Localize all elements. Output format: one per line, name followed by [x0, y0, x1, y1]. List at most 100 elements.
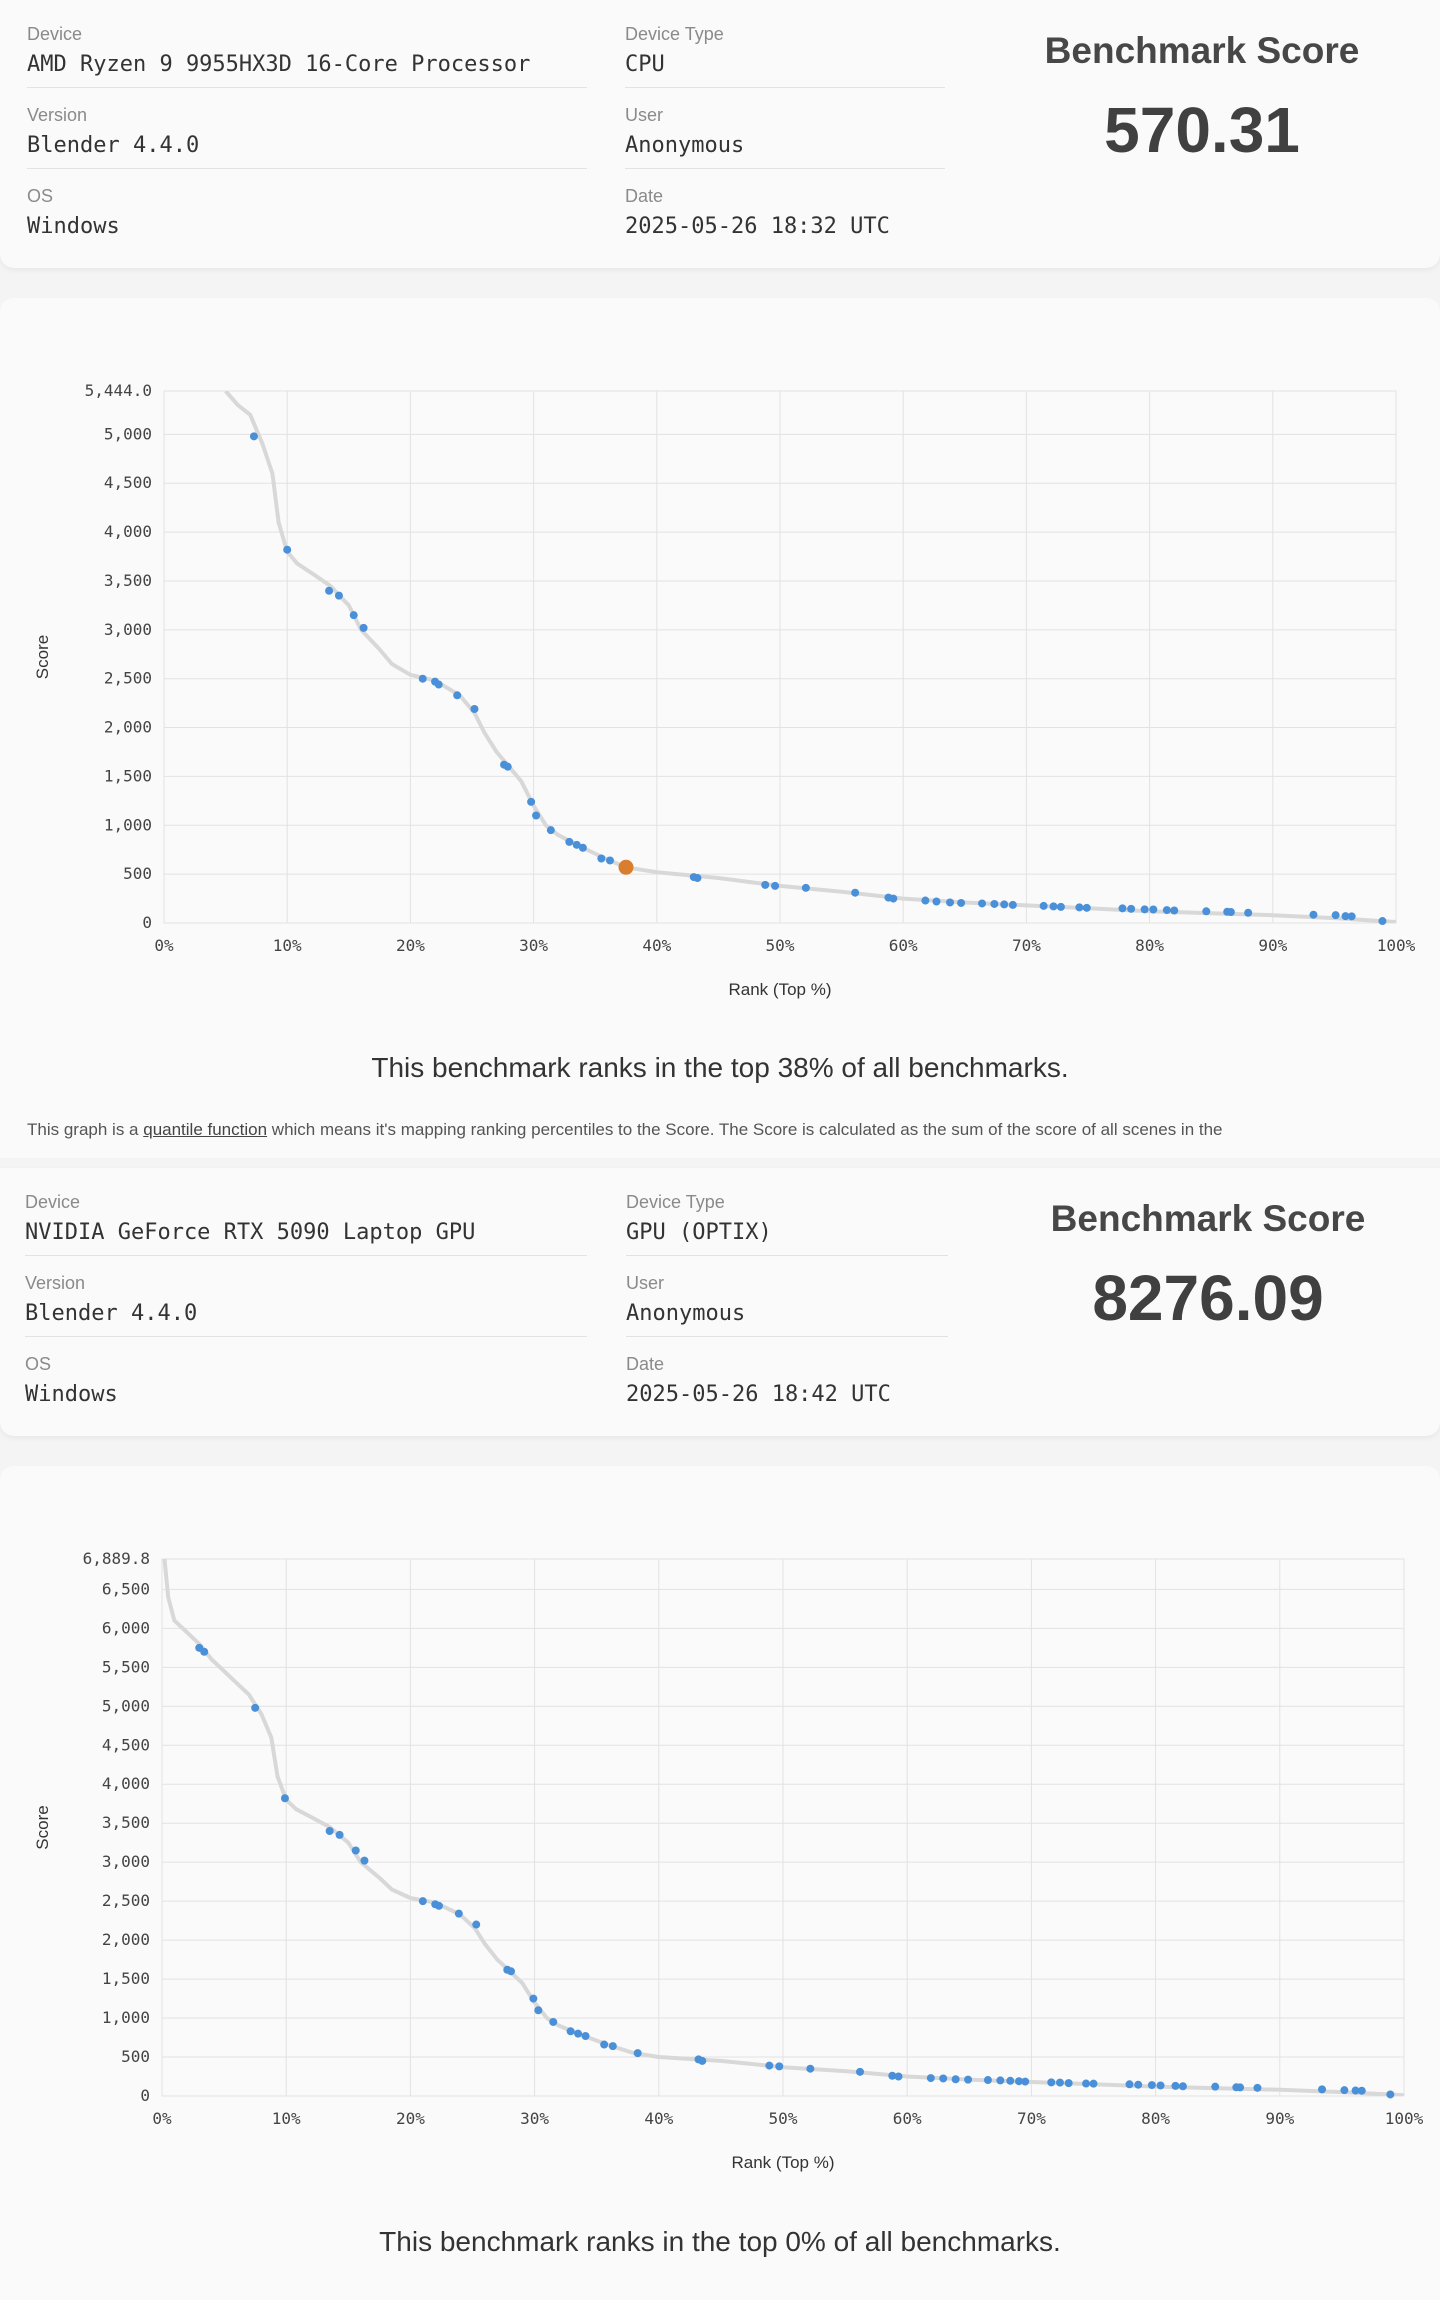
- field-label: User: [626, 1273, 665, 1293]
- data-point: [889, 894, 898, 903]
- x-tick-label: 100%: [1385, 2109, 1424, 2128]
- x-tick-label: 0%: [154, 936, 174, 955]
- data-point: [1047, 2078, 1056, 2087]
- data-point: [1331, 911, 1340, 920]
- data-point: [921, 896, 930, 905]
- y-tick-label: 6,000: [102, 1618, 150, 1637]
- os-field: OS Windows: [27, 172, 587, 249]
- data-point: [549, 2017, 558, 2026]
- y-tick-label: 2,000: [104, 718, 152, 737]
- score-value: 570.31: [1104, 94, 1300, 166]
- x-tick-label: 70%: [1012, 936, 1041, 955]
- field-value: AMD Ryzen 9 9955HX3D 16-Core Processor: [27, 52, 531, 77]
- data-point: [470, 704, 479, 713]
- device-field: Device NVIDIA GeForce RTX 5090 Laptop GP…: [25, 1178, 587, 1256]
- data-point: [1171, 2081, 1180, 2090]
- y-tick-label: 500: [123, 864, 152, 883]
- score-title: Benchmark Score: [1044, 30, 1360, 71]
- data-point: [1140, 905, 1149, 914]
- field-value: Windows: [27, 214, 120, 239]
- result-info-card-1: Device AMD Ryzen 9 9955HX3D 16-Core Proc…: [0, 0, 1440, 268]
- data-point: [1318, 2085, 1327, 2094]
- field-value: Blender 4.4.0: [27, 133, 200, 158]
- y-tick-label: 0: [142, 913, 152, 932]
- field-label: Device Type: [626, 1192, 725, 1212]
- score-value: 8276.09: [1092, 1262, 1324, 1334]
- data-point: [765, 2061, 774, 2070]
- chart-card-2: 0 500 1,000 1,500 2,000 2,500 3,000 3,500 4,000 4…: [0, 1466, 1440, 2300]
- y-tick-label: 4,000: [104, 522, 152, 541]
- data-point: [325, 1826, 334, 1835]
- data-point: [578, 843, 587, 852]
- x-tick-label: 60%: [893, 2109, 922, 2128]
- quantile-function-link[interactable]: quantile function: [143, 1120, 268, 1139]
- data-point: [503, 762, 512, 771]
- quantile-chart-1: 0 500 1,000 1,500 2,000 2,500 3,000 3,500 4,000 4…: [33, 381, 1416, 999]
- data-point: [574, 2029, 583, 2038]
- data-point: [633, 2049, 642, 2058]
- field-label: Device: [27, 24, 83, 44]
- device-type-field: Device Type CPU: [625, 10, 945, 88]
- data-point: [434, 1901, 443, 1910]
- data-point: [605, 856, 614, 865]
- data-point: [856, 2067, 865, 2076]
- data-point: [771, 881, 780, 890]
- data-point: [1156, 2081, 1165, 2090]
- data-point: [1008, 900, 1017, 909]
- data-point: [1147, 2081, 1156, 2090]
- x-tick-label: 90%: [1258, 936, 1287, 955]
- data-point: [534, 2006, 543, 2015]
- device-field: Device AMD Ryzen 9 9955HX3D 16-Core Proc…: [27, 10, 587, 88]
- data-point: [939, 2074, 948, 2083]
- data-point: [1236, 2083, 1245, 2092]
- data-point: [951, 2075, 960, 2084]
- quantile-note: This graph is a quantile function which …: [27, 1120, 1427, 1140]
- y-axis-label: Score: [33, 1805, 52, 1849]
- data-point: [581, 2031, 590, 2040]
- y-tick-label: 5,500: [102, 1657, 150, 1676]
- x-tick-label: 100%: [1377, 936, 1416, 955]
- y-tick-label: 6,889.8: [83, 1549, 150, 1568]
- data-point: [1049, 902, 1058, 911]
- data-point: [334, 591, 343, 600]
- field-label: Date: [626, 1354, 665, 1374]
- x-tick-label: 30%: [519, 936, 548, 955]
- data-point: [801, 883, 810, 892]
- data-point: [529, 1994, 538, 2003]
- data-point: [546, 826, 555, 835]
- data-point: [851, 888, 860, 897]
- field-label: Device Type: [625, 24, 724, 44]
- rank-text: This benchmark ranks in the top 0% of al…: [379, 2226, 1061, 2257]
- data-point: [1021, 2077, 1030, 2086]
- chart-card-1: 0 500 1,000 1,500 2,000 2,500 3,000 3,500 4,000 4…: [0, 298, 1440, 1158]
- data-point: [888, 2071, 897, 2080]
- data-point: [1006, 2076, 1015, 2085]
- data-point: [335, 1830, 344, 1839]
- data-point: [1378, 917, 1387, 926]
- data-point: [360, 1856, 369, 1865]
- field-value: GPU (OPTIX): [626, 1220, 772, 1245]
- y-tick-label: 5,000: [104, 424, 152, 443]
- device-type-field: Device Type GPU (OPTIX): [626, 1178, 948, 1256]
- x-tick-label: 40%: [642, 936, 671, 955]
- y-tick-label: 6,500: [102, 1579, 150, 1598]
- y-tick-label: 3,500: [102, 1813, 150, 1832]
- y-tick-label: 4,500: [102, 1735, 150, 1754]
- data-point: [1000, 900, 1009, 909]
- y-tick-label: 2,000: [102, 1930, 150, 1949]
- data-point: [1253, 2083, 1262, 2092]
- y-tick-label: 5,000: [102, 1696, 150, 1715]
- data-point: [434, 680, 443, 689]
- data-point: [957, 898, 966, 907]
- data-point: [1064, 2079, 1073, 2088]
- field-value: Anonymous: [625, 133, 745, 158]
- y-tick-label: 5,444.0: [85, 381, 152, 400]
- data-point: [1162, 906, 1171, 915]
- note-suffix: which means it's mapping ranking percent…: [271, 1120, 1223, 1139]
- data-point: [283, 545, 292, 554]
- field-value: 2025-05-26 18:42 UTC: [626, 1382, 891, 1407]
- y-axis-label: Score: [33, 635, 52, 679]
- data-point: [453, 691, 462, 700]
- data-point: [351, 1846, 360, 1855]
- date-field: Date 2025-05-26 18:42 UTC: [626, 1340, 948, 1417]
